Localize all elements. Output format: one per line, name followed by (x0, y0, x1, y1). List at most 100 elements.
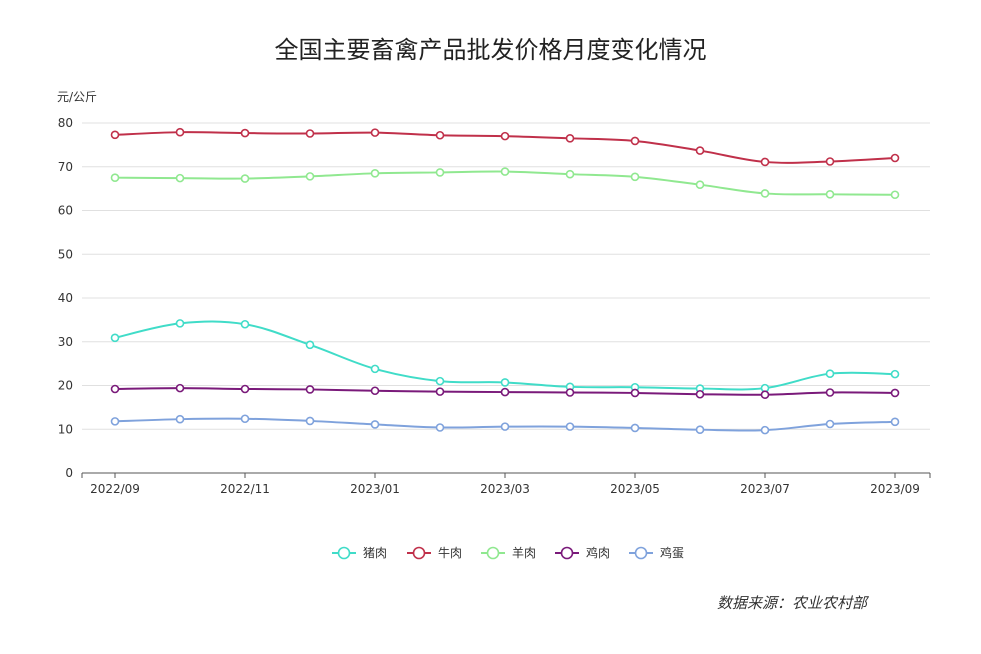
data-point (370, 386, 380, 396)
x-tick-label: 2022/11 (220, 482, 270, 496)
data-point (500, 378, 510, 387)
y-tick-label: 10 (58, 422, 73, 436)
data-point (175, 414, 185, 424)
data-point (695, 146, 705, 155)
data-point (760, 390, 770, 399)
data-point (500, 422, 510, 431)
data-point (305, 385, 315, 394)
data-point (305, 416, 315, 426)
data-point (500, 387, 510, 397)
data-point (240, 128, 250, 138)
data-point (565, 422, 575, 431)
data-point (370, 169, 380, 178)
y-tick-label: 20 (58, 379, 73, 393)
data-point (565, 134, 575, 143)
data-point (890, 388, 900, 398)
data-point (890, 369, 900, 379)
data-point (435, 376, 445, 386)
legend-marker (337, 546, 351, 560)
x-tick-label: 2023/01 (350, 482, 400, 496)
y-tick-label: 30 (58, 335, 73, 349)
data-point (825, 388, 835, 397)
data-point (110, 173, 120, 182)
y-tick-label: 40 (58, 291, 73, 305)
data-point (825, 419, 835, 429)
data-point (630, 172, 640, 182)
data-point (435, 387, 445, 396)
data-point (240, 414, 250, 424)
data-point (175, 127, 185, 137)
data-point (825, 369, 835, 378)
data-point (630, 388, 640, 398)
x-tick-label: 2023/03 (480, 482, 530, 496)
data-point (890, 417, 900, 427)
data-point (435, 423, 445, 432)
x-tick-label: 2023/05 (610, 482, 660, 496)
data-point (175, 383, 185, 393)
legend-label: 牛肉 (438, 545, 462, 560)
data-point (175, 319, 185, 328)
series-4 (110, 414, 900, 435)
data-point (110, 130, 120, 140)
data-point (825, 157, 835, 166)
data-point (110, 384, 120, 394)
y-tick-label: 60 (58, 204, 73, 218)
data-point (630, 136, 640, 146)
data-point (370, 420, 380, 429)
data-point (825, 190, 835, 199)
series-1 (110, 127, 900, 167)
legend-label: 羊肉 (512, 545, 536, 560)
legend-item-3: 鸡肉 (555, 545, 610, 560)
data-point (760, 425, 770, 435)
data-point (240, 174, 250, 183)
legend-marker (634, 546, 648, 560)
data-point (695, 425, 705, 434)
data-point (175, 173, 185, 183)
data-point (565, 388, 575, 397)
data-point (760, 189, 770, 198)
series-0 (110, 319, 900, 393)
data-point (370, 128, 380, 137)
data-point (305, 172, 315, 181)
legend-item-0: 猪肉 (332, 546, 387, 560)
data-point (435, 130, 445, 140)
source-note: 数据来源：农业农村部 (717, 594, 868, 612)
y-tick-label: 80 (58, 116, 73, 130)
x-tick-label: 2022/09 (90, 482, 140, 496)
legend-item-2: 羊肉 (481, 545, 536, 560)
y-tick-label: 0 (65, 466, 73, 480)
series-3 (110, 383, 900, 399)
data-point (500, 131, 510, 141)
x-tick-label: 2023/07 (740, 482, 790, 496)
data-point (435, 168, 445, 177)
y-tick-label: 50 (58, 247, 73, 261)
data-point (695, 180, 705, 189)
data-point (370, 364, 380, 374)
x-tick-label: 2023/09 (870, 482, 920, 496)
data-point (305, 129, 315, 138)
data-point (240, 319, 250, 329)
series-2 (110, 167, 900, 200)
data-point (110, 417, 120, 426)
legend-item-4: 鸡蛋 (629, 545, 684, 560)
chart-title: 全国主要畜禽产品批发价格月度变化情况 (274, 36, 707, 64)
legend-marker (560, 546, 574, 560)
data-point (565, 169, 575, 179)
legend-label: 猪肉 (363, 546, 387, 560)
data-point (500, 167, 510, 176)
data-point (240, 384, 250, 394)
legend-label: 鸡肉 (586, 545, 610, 560)
data-point (630, 423, 640, 433)
data-point (110, 333, 120, 343)
legend-marker (486, 546, 500, 560)
data-point (695, 389, 705, 399)
legend-marker (412, 546, 426, 560)
y-tick-label: 70 (58, 160, 73, 174)
y-axis-unit-label: 元/公斤 (57, 90, 97, 104)
data-point (890, 153, 900, 163)
legend-label: 鸡蛋 (660, 545, 684, 560)
data-point (305, 340, 315, 350)
data-point (890, 190, 900, 200)
